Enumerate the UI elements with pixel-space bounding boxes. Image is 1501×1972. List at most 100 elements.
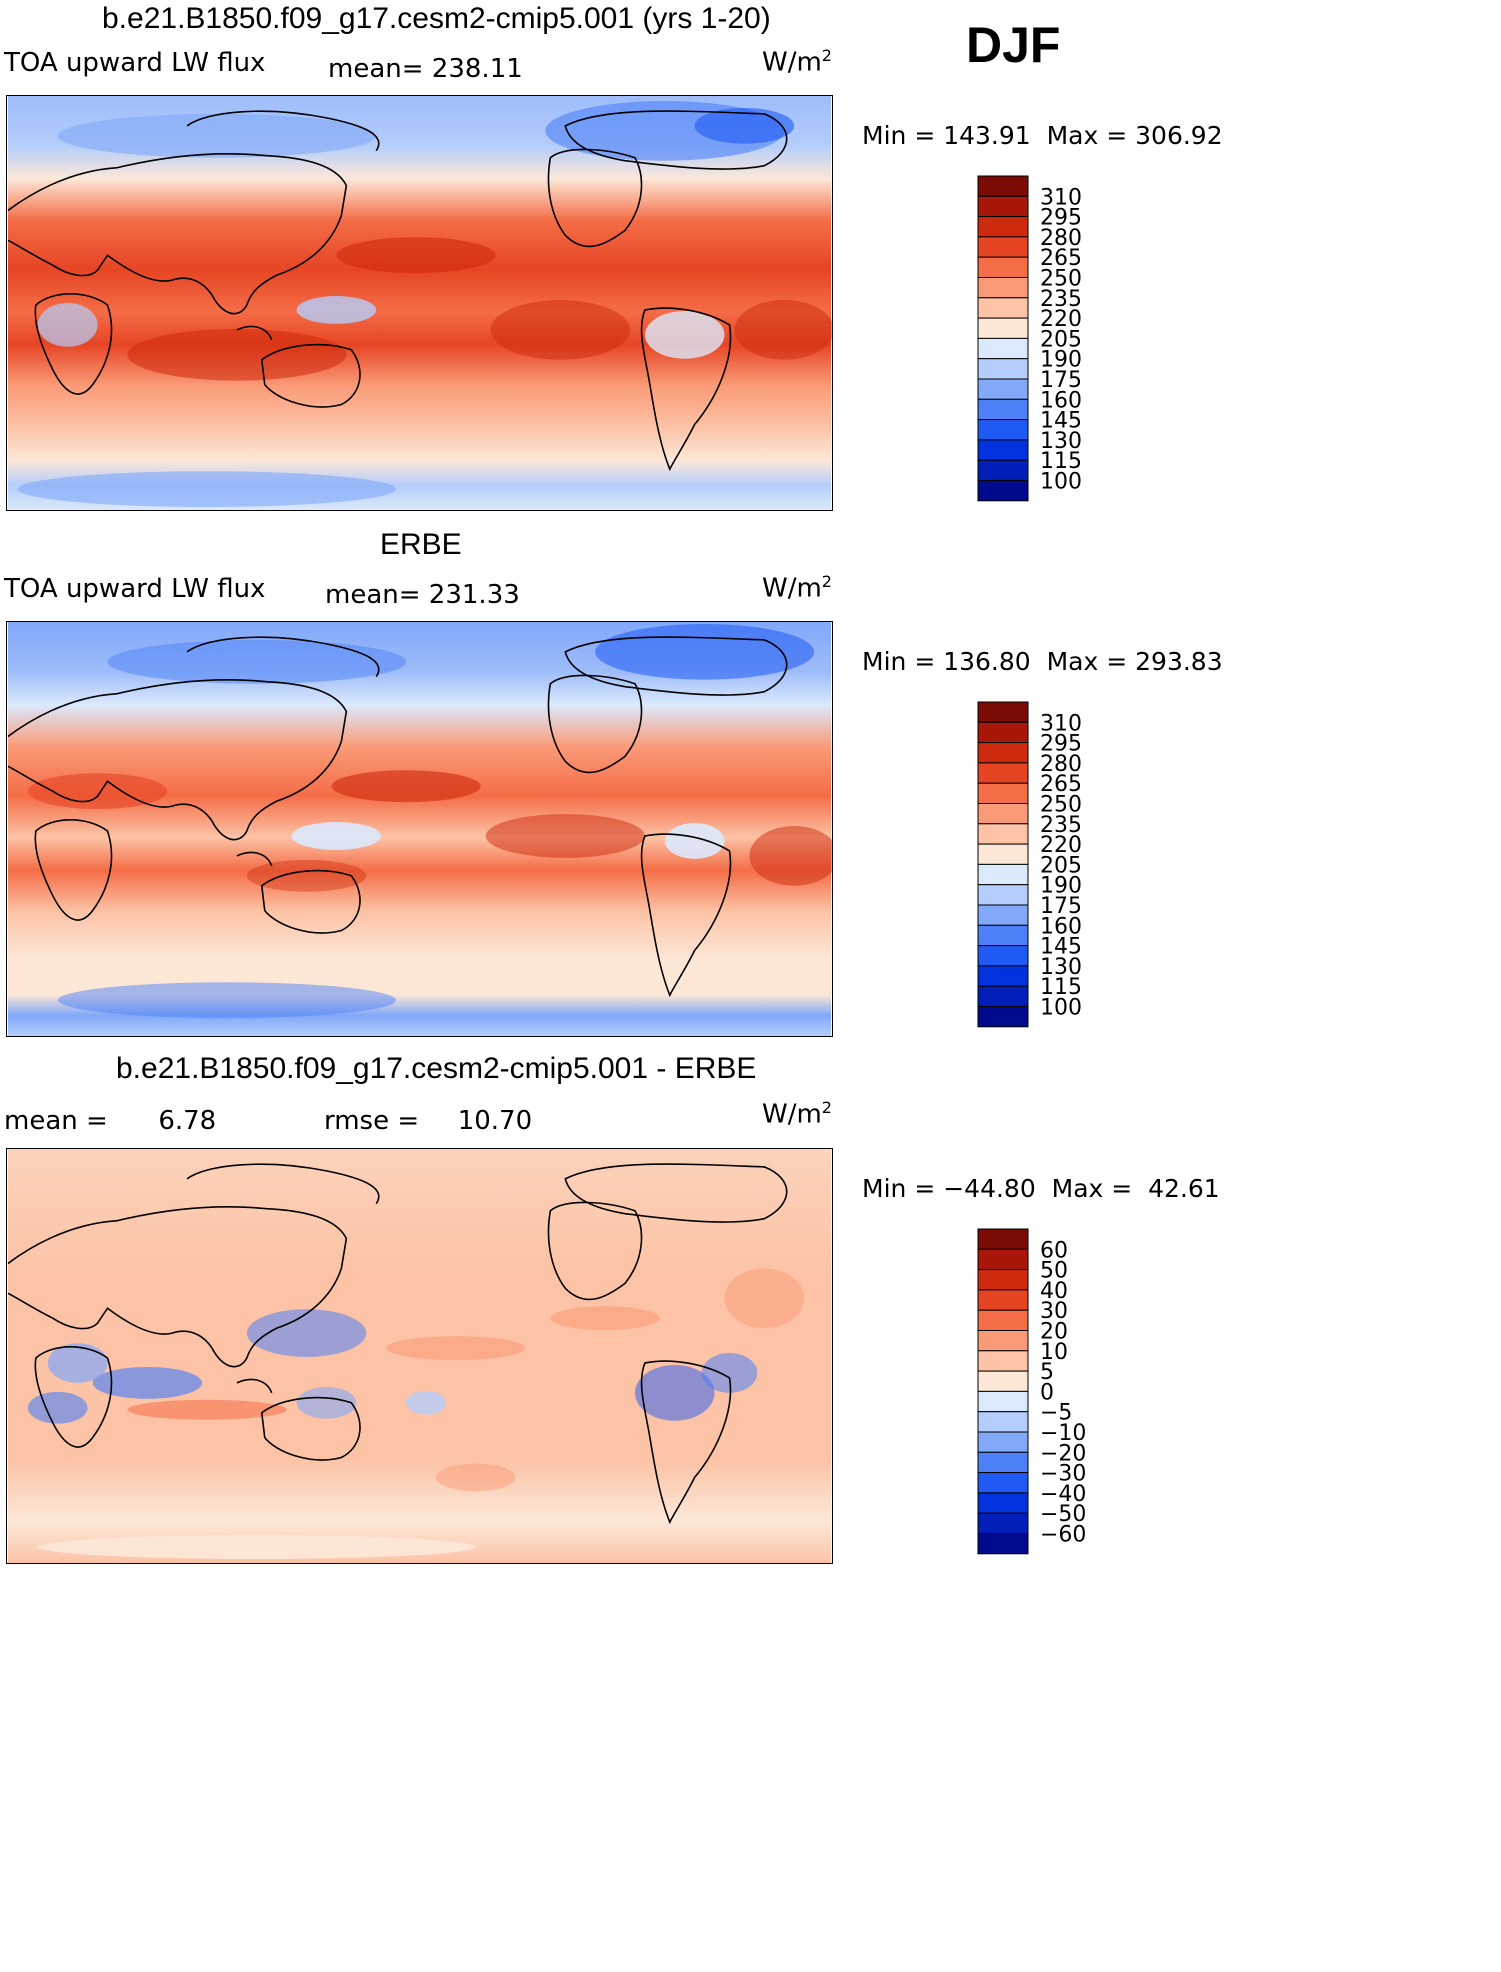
panel-1-features (17, 100, 832, 508)
colorbar-box (977, 398, 1029, 421)
colorbar-box (977, 1411, 1029, 1433)
panel-1-max-label: Max (1046, 121, 1099, 150)
colorbar-tick-label: 60 (1040, 1238, 1068, 1263)
colorbar-box (977, 803, 1029, 825)
colorbar-box (977, 924, 1029, 947)
panel-1-units: W/m2 (762, 46, 832, 78)
panel-1-min-value: 143.91 (943, 121, 1031, 150)
colorbar-tick-label: 175 (1040, 368, 1082, 393)
colorbar-box (977, 1512, 1029, 1535)
panel-1-variable-label: TOA upward LW flux (4, 48, 266, 78)
colorbar-box (977, 277, 1029, 299)
colorbar-box (977, 1492, 1029, 1514)
colorbar-box (977, 1289, 1029, 1311)
panel-1-mean: mean= 238.11 (328, 54, 523, 84)
colorbar-tick-label: −5 (1040, 1401, 1072, 1426)
colorbar-tick-label: 190 (1040, 874, 1082, 899)
panel-3-min-label: Min (862, 1174, 907, 1203)
colorbar-box (977, 378, 1029, 400)
colorbar-box (977, 216, 1029, 238)
panel-3-units: W/m2 (762, 1098, 832, 1130)
panel-2-units-base: W/m (762, 573, 822, 604)
panel-2-variable-label: TOA upward LW flux (4, 574, 266, 604)
panel-3-rmse: rmse = 10.70 (324, 1106, 532, 1136)
panel-1-coastlines (7, 110, 788, 472)
panel-3-units-sup: 2 (821, 1098, 832, 1117)
panel-2-minmax: Min = 136.80 Max = 293.83 (862, 647, 1223, 676)
panel-2-mean-value: 231.33 (428, 580, 520, 610)
colorbar-tick-label: 295 (1040, 206, 1082, 231)
panel-3-units-base: W/m (762, 1099, 822, 1130)
panel-3-title: b.e21.B1850.f09_g17.cesm2-cmip5.001 - ER… (116, 1052, 757, 1085)
colorbar-box (977, 884, 1029, 906)
colorbar-tick-label: −10 (1040, 1421, 1086, 1446)
panel-1-units-base: W/m (762, 47, 822, 78)
panel-3-rmse-label: rmse = (324, 1106, 420, 1136)
colorbar-box (977, 419, 1029, 441)
colorbar-tick-label: 10 (1040, 1340, 1068, 1365)
colorbar-tick-label: 130 (1040, 955, 1082, 980)
panel-2-max-label: Max (1046, 647, 1099, 676)
colorbar-box (977, 701, 1029, 723)
panel-1-minmax: Min = 143.91 Max = 306.92 (862, 121, 1223, 150)
colorbar-tick-label: 205 (1040, 853, 1082, 878)
panel-2-min-label: Min (862, 647, 907, 676)
colorbar-box (977, 1451, 1029, 1474)
colorbar-tick-label: 310 (1040, 185, 1082, 210)
colorbar-box (977, 236, 1029, 258)
panel-1-max-value: 306.92 (1135, 121, 1223, 150)
colorbar-box (977, 1431, 1029, 1453)
colorbar-tick-label: 115 (1040, 975, 1082, 1000)
season-label: DJF (966, 17, 1061, 73)
colorbar-box (977, 742, 1029, 764)
colorbar-tick-label: 265 (1040, 772, 1082, 797)
colorbar-box (977, 782, 1029, 804)
colorbar-tick-label: 130 (1040, 429, 1082, 454)
colorbar-box (977, 439, 1029, 461)
colorbar-box (977, 1472, 1029, 1494)
panel-2-units-sup: 2 (821, 572, 832, 591)
colorbar-box (977, 1350, 1029, 1372)
colorbar-box (977, 863, 1029, 886)
panel-2-map (6, 621, 833, 1037)
colorbar-tick-label: 5 (1040, 1360, 1054, 1385)
colorbar-tick-label: −50 (1040, 1502, 1086, 1527)
colorbar-tick-label: −30 (1040, 1462, 1086, 1487)
colorbar-tick-label: 265 (1040, 246, 1082, 271)
colorbar-tick-label: 100 (1040, 996, 1082, 1021)
colorbar-box (977, 317, 1029, 339)
panel-3-mean-value: 6.78 (158, 1106, 217, 1136)
panel-3-mean-label: mean = (4, 1106, 108, 1136)
colorbar-tick-label: 160 (1040, 914, 1082, 939)
colorbar-tick-label: 280 (1040, 752, 1082, 777)
colorbar-box (977, 762, 1029, 784)
panel-2-max-value: 293.83 (1135, 647, 1223, 676)
colorbar-box (977, 1533, 1029, 1555)
colorbar-tick-label: 175 (1040, 894, 1082, 919)
panel-2-units: W/m2 (762, 572, 832, 604)
panel-3-min-value: −44.80 (943, 1174, 1036, 1203)
panel-1-min-label: Min (862, 121, 907, 150)
panel-3-max-label: Max (1051, 1174, 1104, 1203)
colorbar-box (977, 1330, 1029, 1352)
colorbar-box (977, 297, 1029, 319)
colorbar-box (977, 965, 1029, 987)
colorbar-tick-label: 50 (1040, 1259, 1068, 1284)
colorbar-tick-label: 115 (1040, 449, 1082, 474)
colorbar-tick-label: 235 (1040, 287, 1082, 312)
panel-2-mean: mean= 231.33 (325, 580, 520, 610)
panel-3-minmax: Min = −44.80 Max = 42.61 (862, 1174, 1220, 1203)
colorbar-tick-label: 310 (1040, 711, 1082, 736)
colorbar-tick-label: 20 (1040, 1320, 1068, 1345)
colorbar-box (977, 1269, 1029, 1291)
panel-2-mean-label: mean= (325, 580, 421, 610)
colorbar-box (977, 823, 1029, 845)
panel-2-min-value: 136.80 (943, 647, 1031, 676)
colorbar-box (977, 1390, 1029, 1413)
panel-1-title: b.e21.B1850.f09_g17.cesm2-cmip5.001 (yrs… (102, 2, 771, 35)
colorbar-box (977, 195, 1029, 218)
panel-3-rmse-value: 10.70 (457, 1106, 533, 1136)
colorbar-box (977, 843, 1029, 865)
panel-1-field (7, 96, 832, 510)
